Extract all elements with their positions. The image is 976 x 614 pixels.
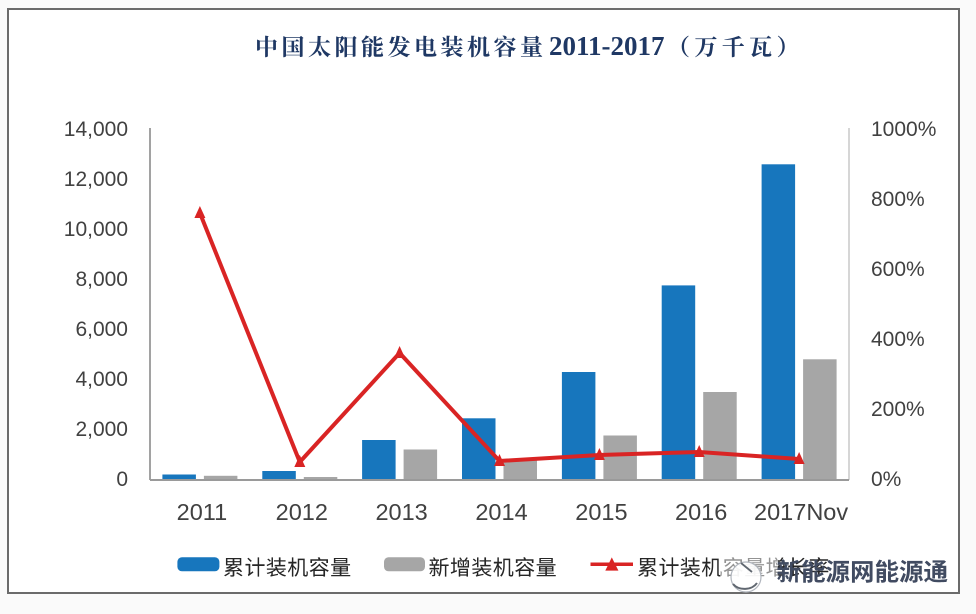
- svg-text:2014: 2014: [475, 499, 527, 525]
- svg-text:2012: 2012: [276, 499, 328, 525]
- svg-text:14,000: 14,000: [64, 118, 128, 141]
- svg-text:200%: 200%: [871, 398, 925, 421]
- svg-text:800%: 800%: [871, 188, 925, 211]
- svg-text:2011: 2011: [177, 499, 228, 525]
- svg-text:600%: 600%: [871, 258, 925, 281]
- svg-text:2016: 2016: [675, 499, 727, 525]
- svg-text:4,000: 4,000: [75, 368, 128, 391]
- svg-text:0%: 0%: [871, 468, 901, 491]
- svg-text:2011-2017: 2011-2017: [549, 31, 665, 61]
- svg-text:2017Nov: 2017Nov: [754, 499, 848, 525]
- svg-text:0: 0: [116, 468, 128, 491]
- svg-text:2,000: 2,000: [75, 418, 128, 441]
- svg-text:400%: 400%: [871, 328, 925, 351]
- svg-text:12,000: 12,000: [64, 168, 128, 191]
- svg-text:8,000: 8,000: [75, 268, 128, 291]
- svg-text:2013: 2013: [375, 499, 427, 525]
- svg-text:1000%: 1000%: [871, 118, 936, 141]
- svg-text:6,000: 6,000: [75, 318, 128, 341]
- svg-text:2015: 2015: [575, 499, 627, 525]
- svg-text:10,000: 10,000: [64, 218, 128, 241]
